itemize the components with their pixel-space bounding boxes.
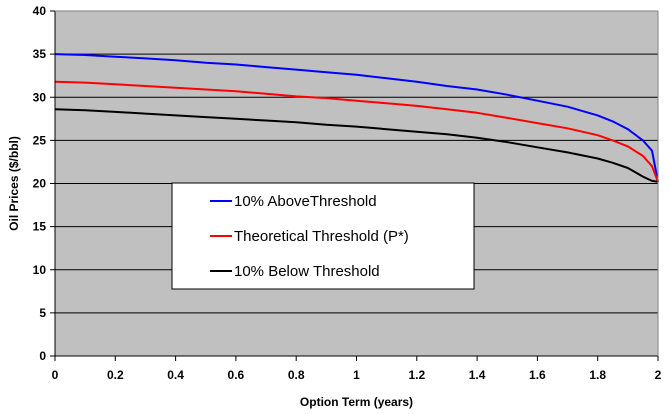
x-tick-label: 0	[52, 368, 59, 382]
series-line-2	[54, 80, 659, 183]
y-tick-label: 35	[33, 47, 47, 61]
y-tick-label: 20	[33, 177, 47, 191]
series-line-3	[54, 108, 659, 183]
y-tick-label: 5	[39, 306, 46, 320]
y-axis-ticks: 0 5 10 15 20 25 30 35 40	[33, 4, 55, 363]
legend-label-2: Theoretical Threshold (P*)	[234, 228, 409, 245]
series-line-1	[54, 53, 659, 182]
x-tick-label: 1.2	[408, 368, 425, 382]
legend: 10% AboveThreshold Theoretical Threshold …	[171, 182, 475, 290]
y-axis-title: Oil Prices ($/bbl)	[7, 136, 21, 231]
x-tick-label: 1.8	[589, 368, 606, 382]
y-tick-label: 0	[39, 349, 46, 363]
x-tick-label: 1.6	[529, 368, 546, 382]
x-tick-label: 0.8	[288, 368, 305, 382]
x-tick-label: 1.4	[469, 368, 486, 382]
x-tick-label: 0.4	[167, 368, 184, 382]
y-tick-label: 10	[33, 263, 47, 277]
y-tick-label: 30	[33, 90, 47, 104]
y-tick-label: 25	[33, 133, 47, 147]
series-group	[54, 53, 659, 183]
x-tick-label: 2	[655, 368, 662, 382]
legend-label-1: 10% AboveThreshold	[234, 193, 377, 210]
legend-label-3: 10% Below Threshold	[234, 263, 380, 280]
x-tick-label: 0.6	[228, 368, 245, 382]
x-tick-label: 0.2	[107, 368, 124, 382]
x-axis-ticks: 0 0.2 0.4 0.6 0.8 1 1.2 1.4 1.6 1.8 2	[52, 356, 662, 382]
y-tick-label: 40	[33, 4, 47, 18]
x-axis-title: Option Term (years)	[300, 395, 413, 409]
x-tick-label: 1	[353, 368, 360, 382]
y-tick-label: 15	[33, 220, 47, 234]
